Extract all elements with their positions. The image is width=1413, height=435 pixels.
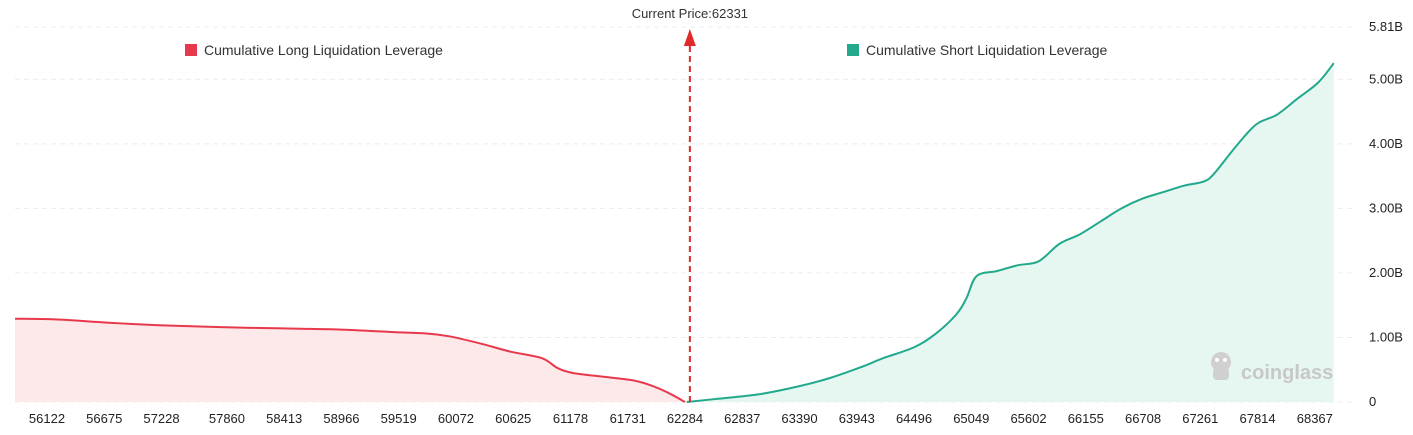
x-tick-label: 60072 xyxy=(438,411,474,426)
y-tick-label: 1.00B xyxy=(1369,329,1403,344)
y-axis-ticks: 0 1.00B 2.00B 3.00B 4.00B 5.00B 5.81B xyxy=(1369,19,1403,409)
y-tick-label: 5.00B xyxy=(1369,71,1403,86)
x-tick-label: 56675 xyxy=(86,411,122,426)
x-tick-label: 57860 xyxy=(209,411,245,426)
x-tick-label: 61178 xyxy=(553,411,588,426)
x-tick-label: 63390 xyxy=(781,411,817,426)
watermark: coinglass xyxy=(1211,352,1333,384)
legend-long-swatch[interactable] xyxy=(185,44,197,56)
x-tick-label: 64496 xyxy=(896,411,932,426)
legend-long-label[interactable]: Cumulative Long Liquidation Leverage xyxy=(204,42,443,58)
current-price-marker: Current Price:62331 xyxy=(632,6,748,402)
x-tick-label: 58966 xyxy=(323,411,359,426)
x-tick-label: 68367 xyxy=(1297,411,1333,426)
x-tick-label: 67261 xyxy=(1182,411,1218,426)
x-tick-label: 59519 xyxy=(381,411,417,426)
x-axis-ticks: 56122 56675 57228 57860 58413 58966 59519 60072… xyxy=(29,411,1333,426)
legend-short-swatch[interactable] xyxy=(847,44,859,56)
x-tick-label: 57228 xyxy=(143,411,179,426)
x-tick-label: 65602 xyxy=(1010,411,1046,426)
area-fills xyxy=(15,63,1334,402)
y-tick-label: 0 xyxy=(1369,394,1376,409)
short-line[interactable] xyxy=(686,62,1335,403)
x-tick-label: 66155 xyxy=(1068,411,1104,426)
x-tick-label: 58413 xyxy=(266,411,302,426)
long-line[interactable] xyxy=(14,317,686,403)
legend-short-label[interactable]: Cumulative Short Liquidation Leverage xyxy=(866,42,1107,58)
current-price-label: Current Price:62331 xyxy=(632,6,748,21)
x-tick-label: 61731 xyxy=(610,411,646,426)
x-tick-label: 65049 xyxy=(953,411,989,426)
x-tick-label: 66708 xyxy=(1125,411,1161,426)
coinglass-logo-icon xyxy=(1211,352,1231,380)
y-tick-label: 3.00B xyxy=(1369,200,1403,215)
y-tick-label: 4.00B xyxy=(1369,136,1403,151)
x-tick-label: 60625 xyxy=(495,411,531,426)
x-tick-label: 62284 xyxy=(667,411,703,426)
y-tick-label: 2.00B xyxy=(1369,265,1403,280)
x-tick-label: 62837 xyxy=(724,411,760,426)
current-price-arrow xyxy=(683,29,696,46)
x-tick-label: 56122 xyxy=(29,411,65,426)
y-tick-label: 5.81B xyxy=(1369,19,1403,34)
x-tick-label: 63943 xyxy=(839,411,875,426)
long-area xyxy=(15,318,685,402)
watermark-text: coinglass xyxy=(1241,362,1333,384)
x-tick-label: 67814 xyxy=(1239,411,1275,426)
legend: Cumulative Long Liquidation Leverage Cum… xyxy=(185,42,1107,58)
short-area xyxy=(686,63,1334,402)
series-lines xyxy=(14,62,1335,403)
